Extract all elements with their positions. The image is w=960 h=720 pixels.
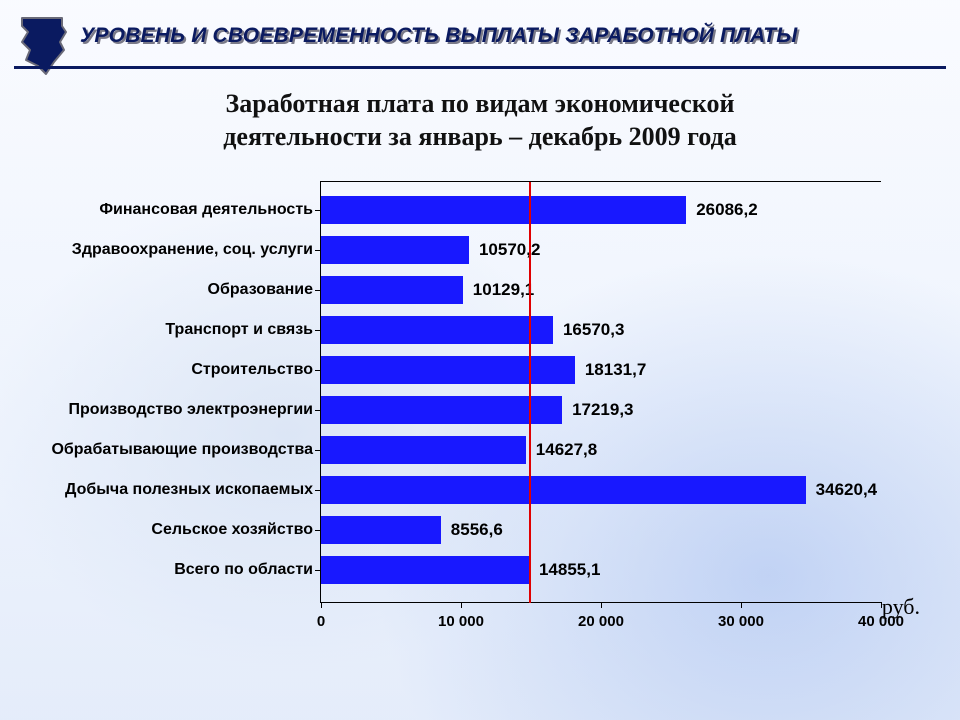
- category-label: Здравоохранение, соц. услуги: [72, 241, 321, 259]
- bar: [321, 436, 526, 464]
- subtitle-line-2: деятельности за январь – декабрь 2009 го…: [223, 122, 736, 151]
- x-tick-label: 30 000: [718, 613, 764, 630]
- chart-row: Обрабатывающие производства14627,8: [321, 430, 881, 470]
- x-tick: [741, 602, 742, 608]
- chart-row: Производство электроэнергии17219,3: [321, 390, 881, 430]
- chart-row: Транспорт и связь16570,3: [321, 310, 881, 350]
- category-label: Обрабатывающие производства: [51, 441, 321, 459]
- x-tick: [321, 602, 322, 608]
- value-label: 10129,1: [463, 280, 534, 300]
- chart-row: Сельское хозяйство8556,6: [321, 510, 881, 550]
- bar: [321, 276, 463, 304]
- category-label: Производство электроэнергии: [68, 401, 321, 419]
- bar: [321, 476, 806, 504]
- x-tick: [461, 602, 462, 608]
- header-rule: [14, 66, 946, 69]
- bar: [321, 356, 575, 384]
- value-label: 18131,7: [575, 360, 646, 380]
- category-label: Финансовая деятельность: [99, 201, 321, 219]
- value-label: 8556,6: [441, 520, 503, 540]
- header: УРОВЕНЬ И СВОЕВРЕМЕННОСТЬ ВЫПЛАТЫ ЗАРАБО…: [0, 10, 960, 80]
- category-label: Всего по области: [174, 561, 321, 579]
- bar: [321, 196, 686, 224]
- x-tick-label: 20 000: [578, 613, 624, 630]
- chart-row: Здравоохранение, соц. услуги10570,2: [321, 230, 881, 270]
- subtitle: Заработная плата по видам экономической …: [0, 88, 960, 153]
- value-label: 17219,3: [562, 400, 633, 420]
- category-label: Сельское хозяйство: [151, 521, 321, 539]
- chart-row: Всего по области14855,1: [321, 550, 881, 590]
- chart-row: Образование10129,1: [321, 270, 881, 310]
- category-label: Строительство: [191, 361, 321, 379]
- value-label: 16570,3: [553, 320, 624, 340]
- x-tick: [601, 602, 602, 608]
- value-label: 14855,1: [529, 560, 600, 580]
- chart-row: Строительство18131,7: [321, 350, 881, 390]
- bar: [321, 396, 562, 424]
- axis-unit-label: руб.: [882, 594, 920, 620]
- category-label: Образование: [208, 281, 321, 299]
- value-label: 14627,8: [526, 440, 597, 460]
- salary-chart: 010 00020 00030 00040 000Финансовая деят…: [60, 175, 910, 645]
- x-tick-label: 0: [317, 613, 325, 630]
- x-tick-label: 10 000: [438, 613, 484, 630]
- subtitle-line-1: Заработная плата по видам экономической: [226, 89, 735, 118]
- value-label: 34620,4: [806, 480, 877, 500]
- bar: [321, 236, 469, 264]
- bar: [321, 316, 553, 344]
- bar: [321, 516, 441, 544]
- bar: [321, 556, 529, 584]
- page-title: УРОВЕНЬ И СВОЕВРЕМЕННОСТЬ ВЫПЛАТЫ ЗАРАБО…: [80, 24, 950, 48]
- category-label: Добыча полезных ископаемых: [65, 481, 321, 499]
- chart-row: Добыча полезных ископаемых34620,4: [321, 470, 881, 510]
- reference-line: [529, 182, 531, 603]
- value-label: 26086,2: [686, 200, 757, 220]
- category-label: Транспорт и связь: [165, 321, 321, 339]
- chart-plot-frame: 010 00020 00030 00040 000Финансовая деят…: [320, 181, 881, 603]
- chart-row: Финансовая деятельность26086,2: [321, 190, 881, 230]
